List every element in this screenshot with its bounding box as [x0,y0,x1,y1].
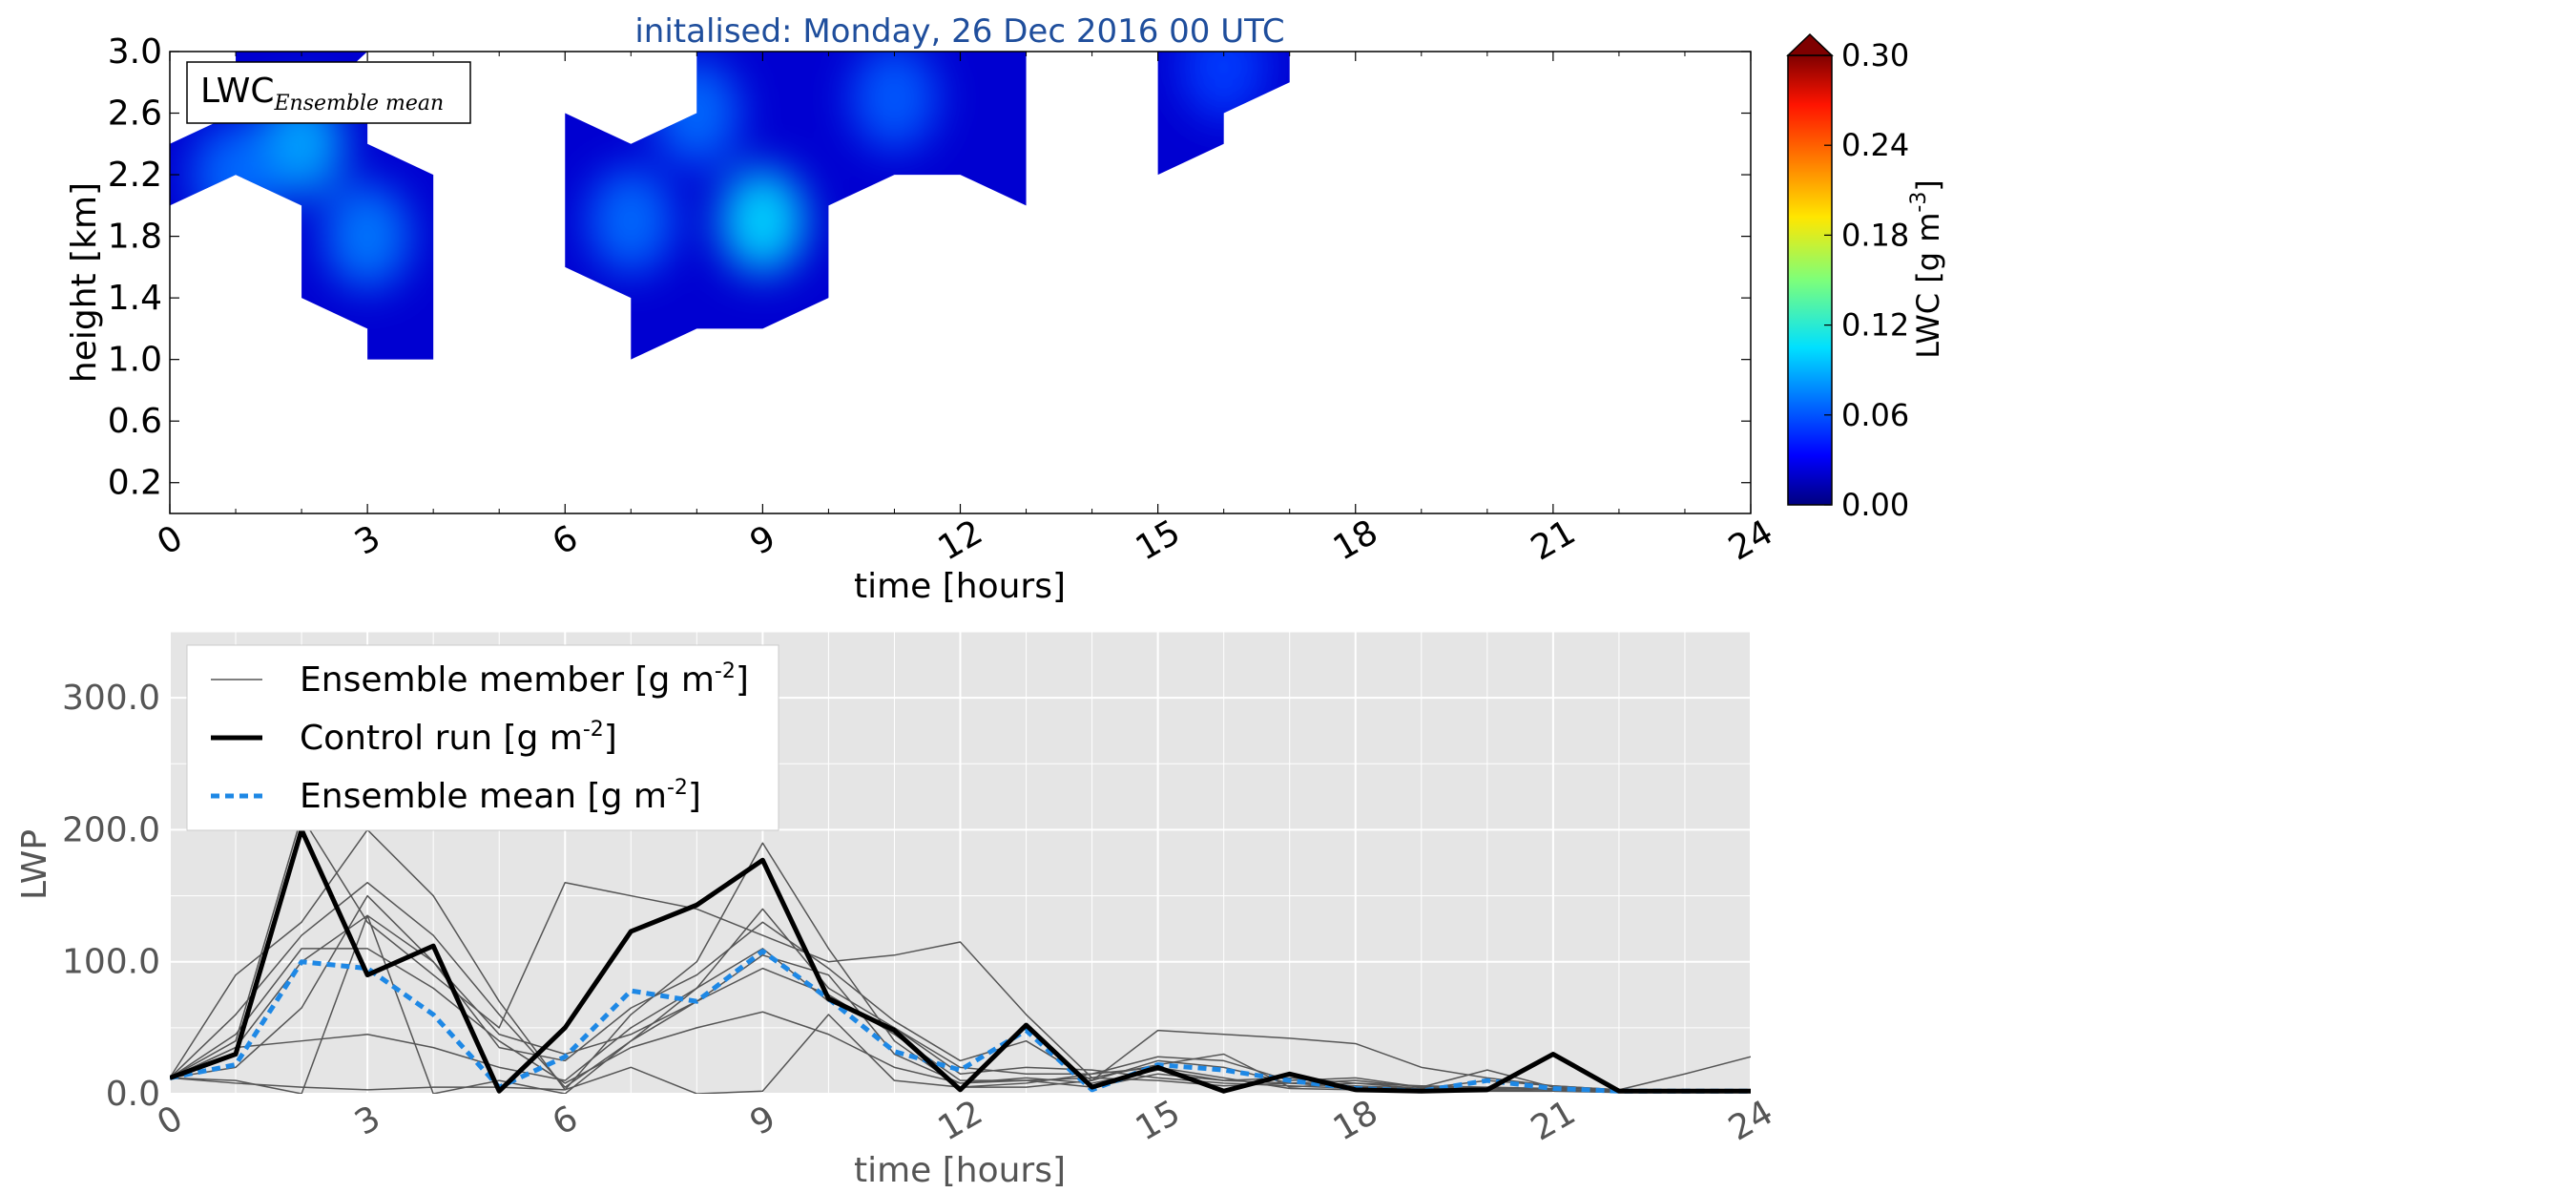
lwc-region-shading [1180,52,1267,120]
lwp-ylabel: LWP [15,829,54,900]
heatmap-y-tick-label: 0.2 [108,464,162,503]
legend-member-label: Ensemble member [g m-2] [300,659,749,700]
heatmap-y-tick-label: 1.0 [108,341,162,380]
lwc-highlight [654,60,740,166]
colorbar-tick-label: 0.24 [1841,127,1909,163]
colorbar: 0.00 0.06 0.12 0.18 0.24 0.30 LWC [g m-3] [1786,32,1946,523]
heatmap-y-tick-label: 2.6 [108,94,162,134]
heatmap-x-tick-label: 21 [1525,513,1582,568]
heatmap-y-tick-label: 1.8 [108,218,162,257]
legend-member-sup: -2 [715,659,736,683]
heatmap-x-tick-label: 12 [932,513,989,568]
lwc-heatmap-panel: 0 3 6 9 12 15 18 21 24 0.2 0.6 1.0 1.4 1.8 2.2 2.6 3.0 t… [65,32,1779,606]
heatmap-ylabel: height [km] [65,182,104,383]
colorbar-gradient [1787,54,1833,506]
heatmap-x-tick-label: 24 [1722,513,1779,568]
lwp-y-tick-label: 100.0 [62,943,160,982]
colorbar-ticks: 0.00 0.06 0.12 0.18 0.24 0.30 [1824,37,1909,523]
lwc-region-highlights [1180,52,1267,120]
colorbar-label-sup: -3 [1907,192,1931,213]
heatmap-legend: LWCEnsemble mean [186,61,471,124]
heatmap-x-tick-label: 18 [1327,513,1384,568]
lwp-x-tick-label: 12 [932,1093,989,1148]
lwp-x-tick-label: 21 [1525,1093,1582,1148]
heatmap-legend-label: LWC [200,72,274,111]
colorbar-label-end: ] [1910,179,1946,191]
lwp-y-tick-label: 0.0 [106,1075,160,1114]
heatmap-y-tick-label: 2.2 [108,156,162,195]
colorbar-tick-label: 0.30 [1841,37,1909,73]
ensemble-mean-line [170,949,1751,1094]
lwc-highlight [588,168,675,274]
legend-mean-sup: -2 [667,776,688,800]
legend-member-end: ] [736,660,749,700]
heatmap-x-tick-label: 0 [151,518,189,563]
heatmap-x-tick-label: 9 [743,518,781,563]
lwp-x-tick-label: 15 [1130,1093,1187,1148]
legend-control-end: ] [604,719,617,758]
lwc-highlight [1180,52,1267,120]
heatmap-legend-box [186,61,471,124]
lwp-y-tick-label: 300.0 [62,679,160,718]
lwc-highlight [851,52,938,151]
lwp-x-tick-label: 18 [1327,1093,1384,1148]
heatmap-xlabel: time [hours] [854,567,1066,606]
lwc-region-shading [588,52,938,274]
lwc-highlight [193,122,280,228]
lwc-highlight [719,168,806,274]
colorbar-tick-label: 0.12 [1841,307,1909,344]
lwp-legend-box [186,644,779,831]
colorbar-label-text: LWC [g m [1910,213,1946,359]
heatmap-x-tick-label: 15 [1130,513,1187,568]
legend-control-label: Control run [g m-2] [300,718,617,758]
figure-title: initalised: Monday, 26 Dec 2016 00 UTC [634,12,1284,51]
lwp-x-tick-label: 6 [546,1099,584,1143]
lwc-regions [170,52,1290,360]
lwp-xlabel: time [hours] [854,1151,1066,1190]
colorbar-extend-arrow [1786,32,1834,56]
colorbar-tick-label: 0.18 [1841,217,1909,253]
lwp-series [170,815,1751,1094]
lwp-x-tick-label: 9 [743,1099,781,1143]
control-run-line [170,827,1751,1094]
colorbar-label: LWC [g m-3] [1907,179,1946,359]
ensemble-member-line [170,881,1751,1092]
heatmap-legend-subscript: Ensemble mean [273,92,444,115]
heatmap-y-tick-label: 0.6 [108,402,162,441]
legend-member-text: Ensemble member [g m [300,660,715,700]
lwp-x-tick-label: 3 [348,1099,386,1143]
legend-control-sup: -2 [583,718,604,742]
colorbar-tick-label: 0.00 [1841,487,1909,523]
heatmap-legend-text: LWCEnsemble mean [200,72,444,115]
legend-mean-text: Ensemble mean [g m [300,777,667,816]
heatmap-y-tick-label: 1.4 [108,279,162,318]
lwp-x-tick-label: 24 [1722,1093,1779,1148]
lwc-region-highlights [588,52,938,274]
heatmap-y-tick-label: 3.0 [108,32,162,72]
legend-mean-end: ] [688,777,701,816]
lwp-legend: Ensemble member [g m-2] Control run [g m… [186,644,779,831]
lwc-highlight [324,183,411,289]
legend-mean-label: Ensemble mean [g m-2] [300,776,701,816]
heatmap-x-tick-label: 6 [546,518,584,563]
heatmap-x-tick-label: 3 [348,518,386,563]
legend-control-text: Control run [g m [300,719,583,758]
lwp-y-tick-label: 200.0 [62,810,160,849]
colorbar-tick-label: 0.06 [1841,397,1909,433]
